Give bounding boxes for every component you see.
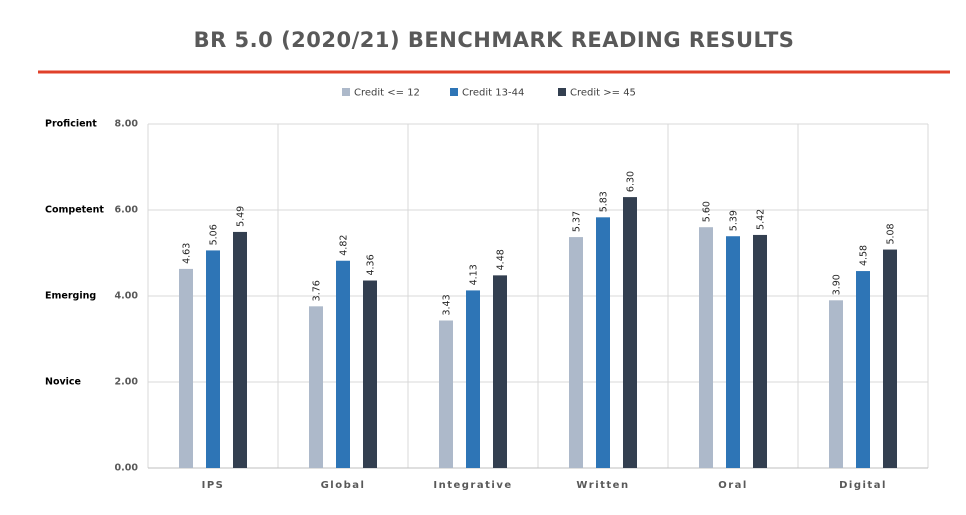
value-label: 5.39: [729, 210, 740, 231]
value-label: 3.43: [442, 294, 453, 315]
x-tick-label: Global: [321, 480, 366, 491]
y-tick-label: 4.00: [115, 291, 139, 302]
value-label: 5.06: [209, 224, 220, 245]
value-label: 5.83: [599, 191, 610, 212]
y-tick-label: 8.00: [115, 119, 139, 130]
bar: [623, 197, 637, 468]
legend-swatch: [558, 88, 566, 96]
legend-label: Credit >= 45: [570, 88, 636, 99]
bar: [856, 271, 870, 468]
value-label: 5.37: [572, 211, 583, 232]
x-tick-label: IPS: [202, 480, 225, 491]
y-tick-label: 2.00: [115, 377, 139, 388]
x-tick-label: Digital: [839, 480, 887, 491]
bar: [569, 237, 583, 468]
value-label: 3.76: [312, 280, 323, 301]
level-label: Proficient: [45, 119, 97, 130]
value-label: 4.58: [859, 245, 870, 266]
value-label: 4.36: [366, 254, 377, 275]
value-label: 4.13: [469, 264, 480, 285]
legend-label: Credit 13-44: [462, 88, 524, 99]
level-label: Emerging: [45, 291, 96, 302]
bar: [596, 217, 610, 468]
level-label: Novice: [45, 377, 81, 388]
y-tick-label: 6.00: [115, 205, 139, 216]
bar: [363, 280, 377, 468]
x-tick-label: Written: [576, 480, 629, 491]
value-label: 3.90: [832, 274, 843, 295]
value-label: 5.42: [756, 209, 767, 230]
bar: [883, 249, 897, 468]
bar: [753, 234, 767, 468]
bar: [206, 250, 220, 468]
bar: [439, 320, 453, 468]
x-tick-label: Integrative: [433, 480, 512, 491]
value-label: 4.48: [496, 249, 507, 270]
x-tick-label: Oral: [718, 480, 748, 491]
bar: [233, 231, 247, 468]
level-label: Competent: [45, 205, 104, 216]
bar: [336, 260, 350, 468]
bar: [699, 227, 713, 468]
bar: [493, 275, 507, 468]
bar: [309, 306, 323, 468]
bar: [726, 236, 740, 468]
legend-swatch: [342, 88, 350, 96]
value-label: 5.08: [886, 223, 897, 244]
value-label: 4.82: [339, 235, 350, 256]
legend-swatch: [450, 88, 458, 96]
value-label: 5.49: [236, 206, 247, 227]
value-label: 5.60: [702, 201, 713, 222]
y-tick-label: 0.00: [115, 463, 139, 474]
bar: [179, 268, 193, 468]
value-label: 6.30: [626, 171, 637, 192]
legend-label: Credit <= 12: [354, 88, 420, 99]
value-label: 4.63: [182, 243, 193, 264]
chart-title: BR 5.0 (2020/21) BENCHMARK READING RESUL…: [194, 28, 795, 52]
bar: [829, 300, 843, 468]
bar: [466, 290, 480, 468]
